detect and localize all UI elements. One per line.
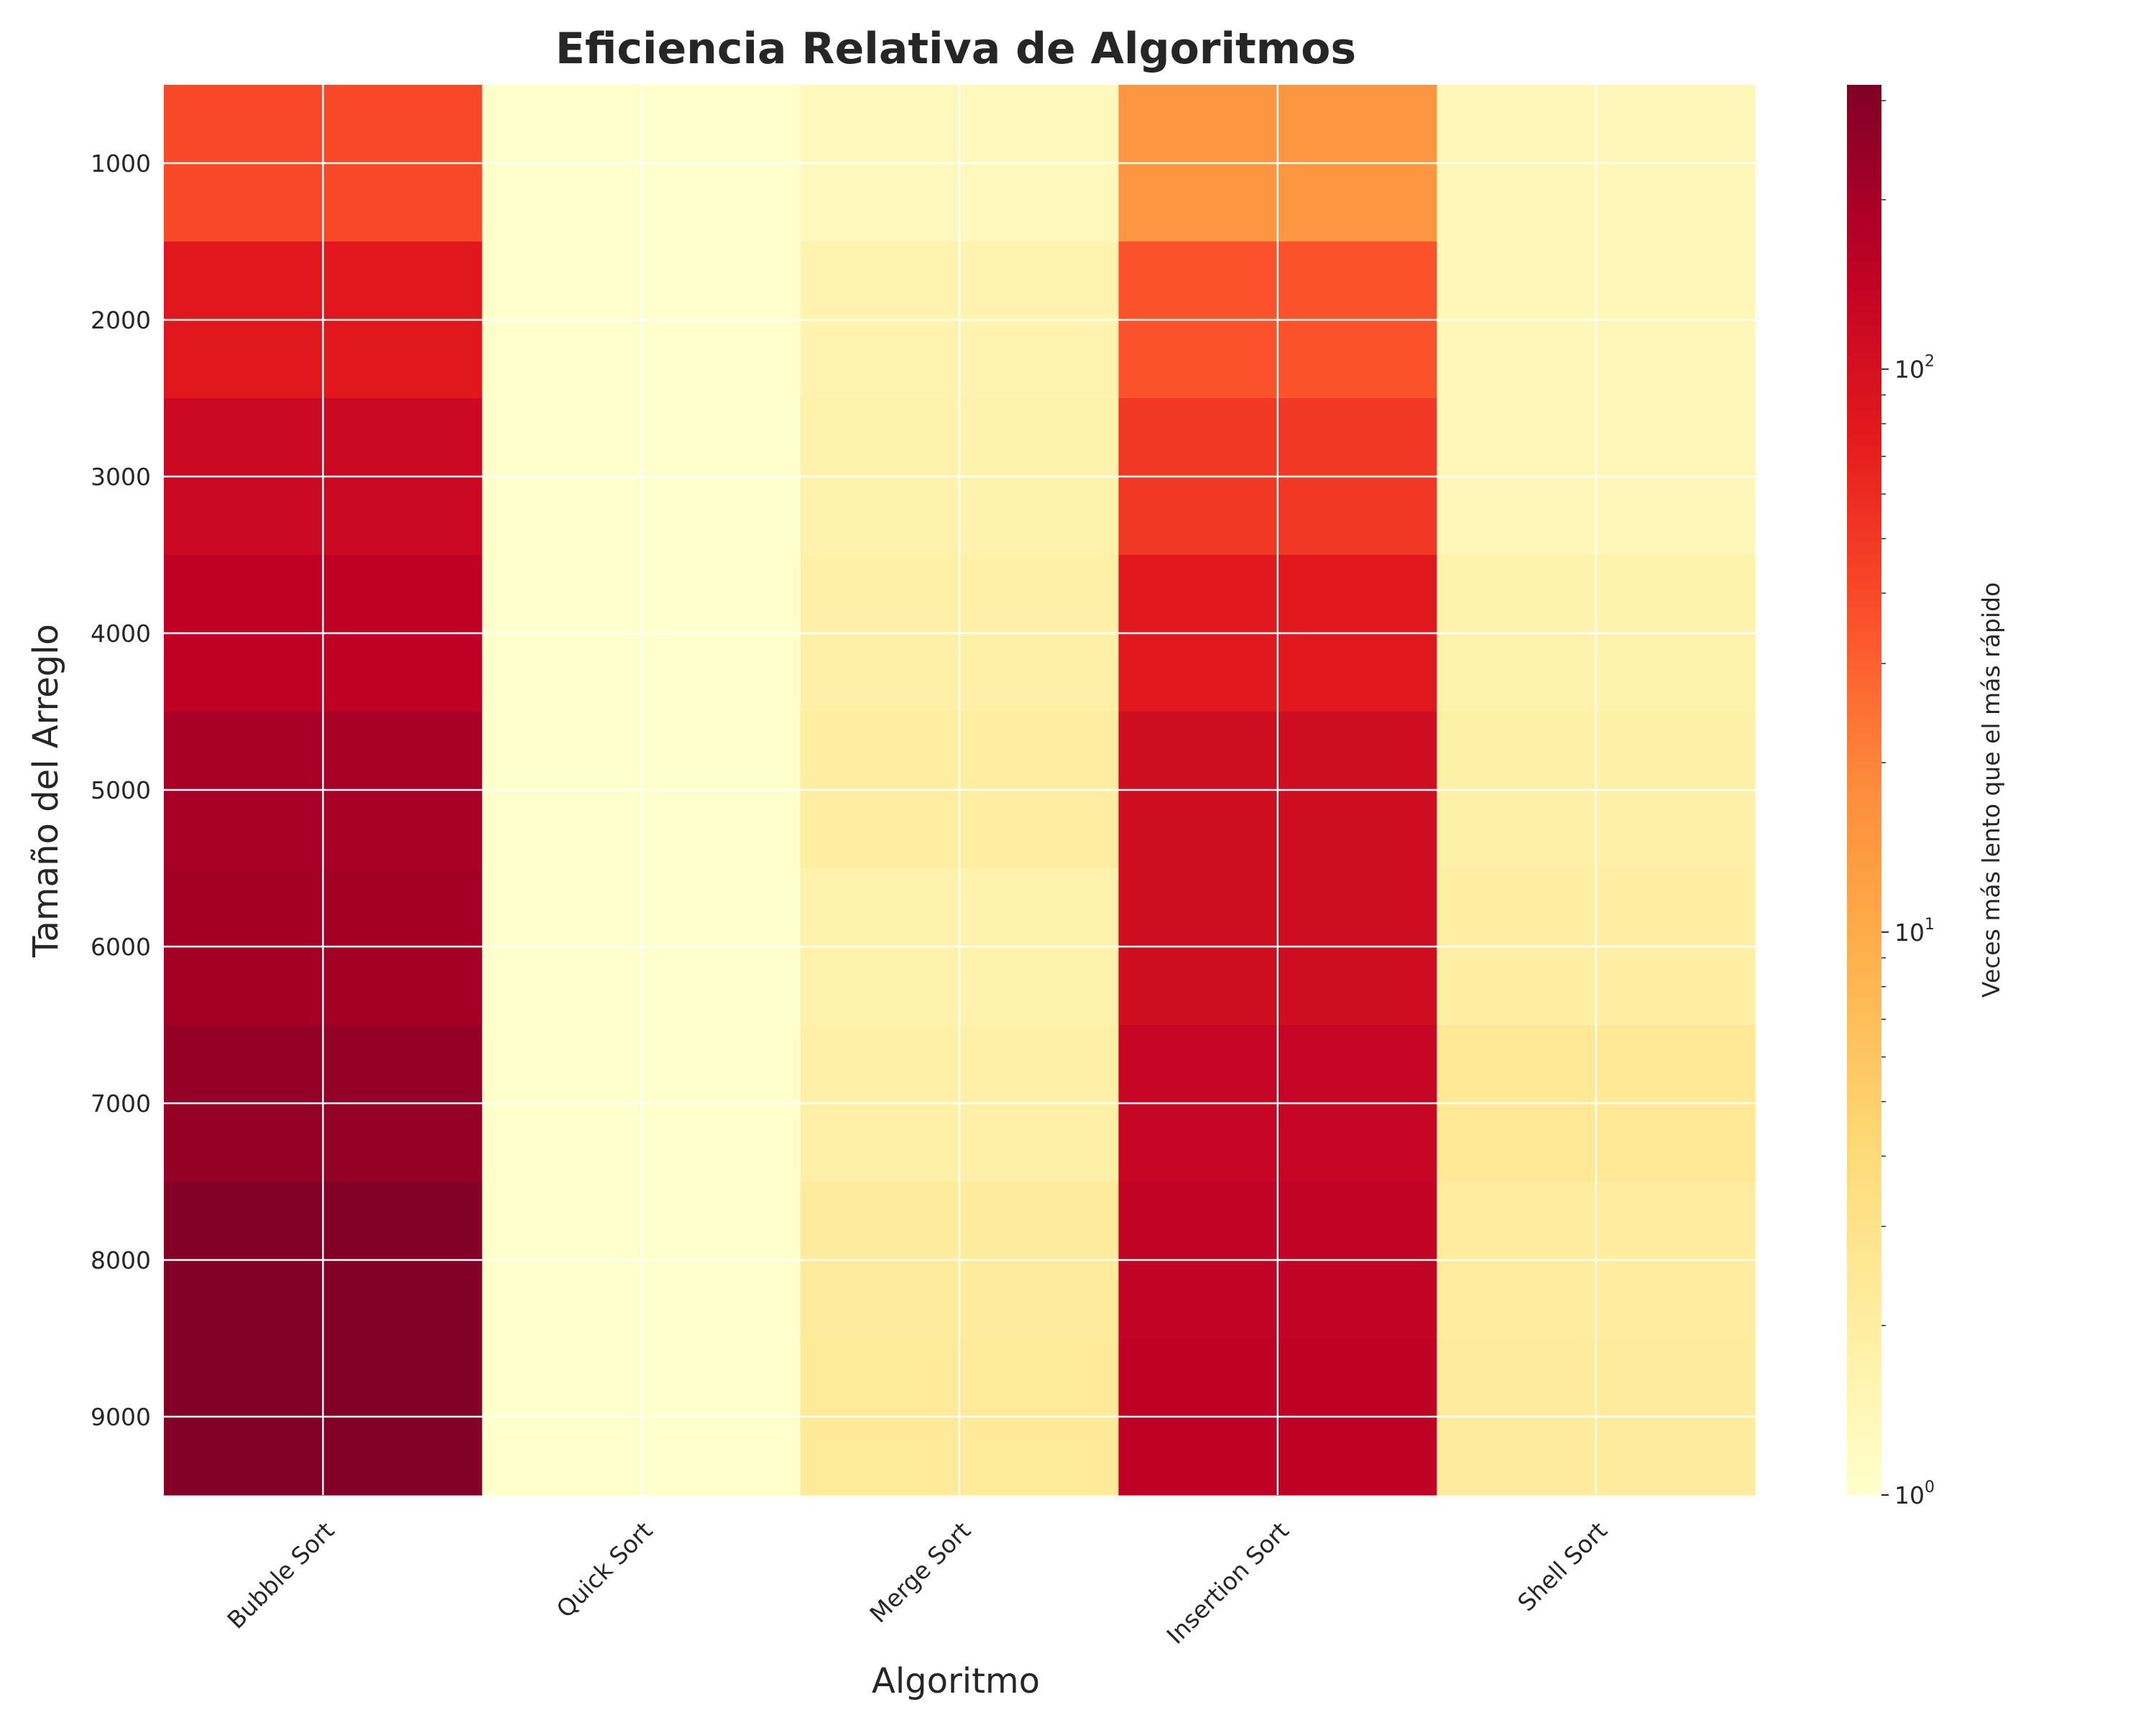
y-axis-ticks: 1000 2000 3000 4000 5000 6000 7000 8000 9000 [91, 150, 151, 1431]
x-tick-label: Shell Sort [1512, 1517, 1613, 1617]
colorbar-tick-label: 102 [1894, 353, 1935, 384]
y-tick-label: 7000 [91, 1090, 151, 1118]
y-tick-label: 3000 [91, 463, 151, 491]
colorbar-tick-label: 101 [1894, 916, 1935, 947]
x-tick-label: Quick Sort [551, 1517, 658, 1624]
x-tick-label: Insertion Sort [1161, 1517, 1294, 1650]
y-tick-label: 8000 [91, 1246, 151, 1274]
grid-lines [164, 85, 1755, 1495]
y-tick-label: 6000 [91, 933, 151, 961]
y-tick-label: 4000 [91, 620, 151, 648]
y-tick-label: 1000 [91, 150, 151, 178]
x-axis-label: Algoritmo [872, 1661, 1040, 1701]
colorbar [1847, 85, 1881, 1495]
colorbar-ticks: 100 101 102 [1881, 100, 1935, 1509]
colorbar-label: Veces más lento que el más rápido [1977, 582, 2005, 998]
chart-title: Eficiencia Relativa de Algoritmos [556, 24, 1356, 74]
colorbar-tick-label: 100 [1894, 1478, 1935, 1509]
x-axis-ticks: Bubble Sort Quick Sort Merge Sort Insertion… [221, 1517, 1612, 1650]
x-tick-label: Merge Sort [865, 1517, 977, 1629]
y-tick-label: 5000 [91, 776, 151, 804]
y-axis-label: Tamaño del Arreglo [26, 624, 66, 958]
x-tick-label: Bubble Sort [221, 1517, 339, 1634]
y-tick-label: 9000 [91, 1403, 151, 1431]
y-tick-label: 2000 [91, 306, 151, 334]
